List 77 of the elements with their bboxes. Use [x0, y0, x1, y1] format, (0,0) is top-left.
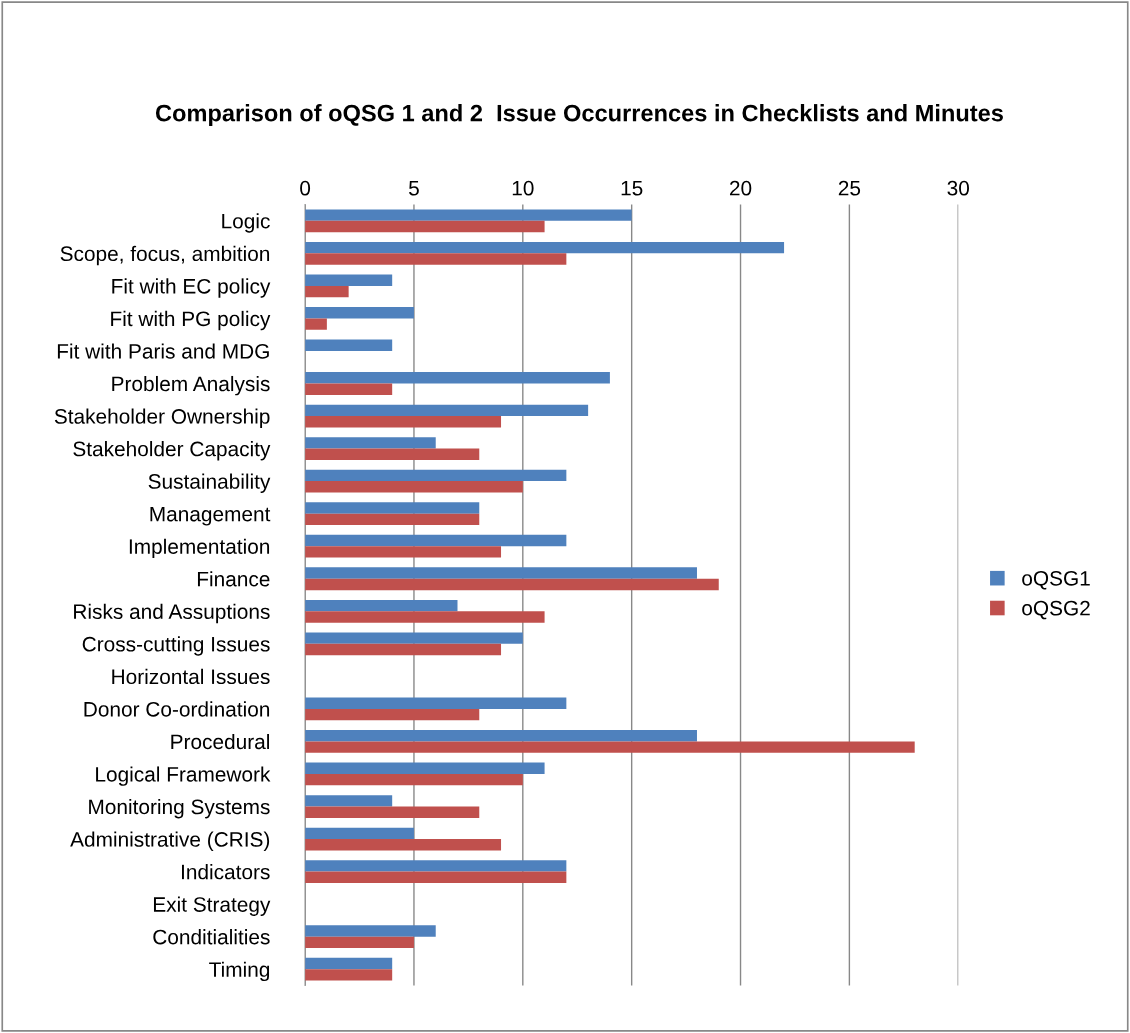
bar [305, 643, 502, 656]
bar [305, 534, 567, 547]
bar [305, 773, 523, 786]
y-tick-label: Procedural [171, 733, 269, 750]
bar [305, 339, 393, 351]
y-tick-label: Cross-cutting Issues [82, 636, 270, 656]
bar [305, 513, 480, 526]
y-tick-label: Implementation [129, 538, 270, 559]
y-tick-label: Administrative (CRIS) [70, 831, 270, 851]
bar [305, 860, 567, 872]
x-tick-label: 5 [409, 181, 419, 196]
bar [305, 307, 414, 319]
bar [305, 416, 502, 428]
bar [305, 220, 545, 233]
chart-title: Comparison of oQSG 1 and 2 Issue Occurrences in Checklists and Minutes [155, 104, 1003, 127]
legend-label: oQSG2 [1022, 600, 1090, 620]
bar [305, 274, 393, 286]
bar [305, 383, 393, 395]
bar [305, 925, 436, 937]
y-tick-label: Monitoring Systems [89, 798, 270, 819]
y-tick-label: Management [150, 506, 271, 526]
bar [305, 481, 523, 493]
y-tick-label: Logic [222, 213, 270, 233]
x-tick-label: 10 [512, 180, 534, 196]
y-tick-label: Sustainability [148, 473, 271, 493]
bar [305, 372, 610, 384]
y-tick-label: Stakeholder Capacity [73, 441, 271, 461]
y-tick-label: Risks and Assuptions [74, 603, 270, 624]
bar [305, 318, 327, 330]
bar [305, 762, 545, 774]
x-tick-label: 25 [838, 180, 861, 196]
bar [305, 599, 458, 612]
bar [305, 285, 349, 298]
bar [305, 437, 436, 449]
bar [305, 611, 545, 623]
y-tick-label: Fit with Paris and MDG [57, 343, 269, 359]
bar [305, 502, 480, 514]
bar [305, 730, 697, 742]
bar [305, 546, 502, 558]
bar [305, 241, 785, 254]
bar [305, 936, 414, 949]
bar [305, 839, 502, 851]
bar [305, 632, 523, 644]
bar [305, 448, 480, 460]
bar [305, 578, 719, 591]
y-tick-label: Problem Analysis [112, 375, 270, 396]
bar [305, 741, 915, 753]
bar [305, 469, 567, 482]
bar [305, 795, 393, 807]
bar [305, 567, 697, 579]
bar [305, 806, 480, 818]
bar [305, 969, 393, 981]
bar [305, 957, 393, 970]
y-tick-label: Exit Strategy [153, 896, 271, 916]
y-tick-label: Timing [209, 961, 270, 982]
y-tick-label: Horizontal Issues [112, 668, 270, 685]
y-tick-label: Scope, focus, ambition [60, 245, 270, 266]
y-tick-label: Conditialities [153, 929, 270, 945]
legend-label: oQSG1 [1022, 570, 1090, 590]
y-tick-label: Fit with EC policy [112, 278, 271, 298]
y-tick-label: Fit with PG policy [111, 310, 271, 331]
x-tick-label: 20 [729, 180, 752, 196]
y-tick-label: Logical Framework [96, 766, 271, 786]
y-tick-label: Finance [197, 571, 270, 587]
bar [305, 404, 589, 417]
bar [305, 708, 480, 721]
y-tick-label: Donor Co-ordination [84, 701, 270, 717]
bar [305, 209, 632, 221]
bar [305, 253, 567, 265]
x-tick-label: 0 [300, 180, 311, 196]
bar [305, 697, 567, 709]
x-tick-label: 15 [621, 181, 643, 196]
y-tick-label: Indicators [181, 864, 270, 880]
y-tick-label: Stakeholder Ownership [54, 408, 270, 428]
bar [305, 871, 567, 883]
bar [305, 827, 414, 840]
x-tick-label: 30 [947, 180, 970, 196]
